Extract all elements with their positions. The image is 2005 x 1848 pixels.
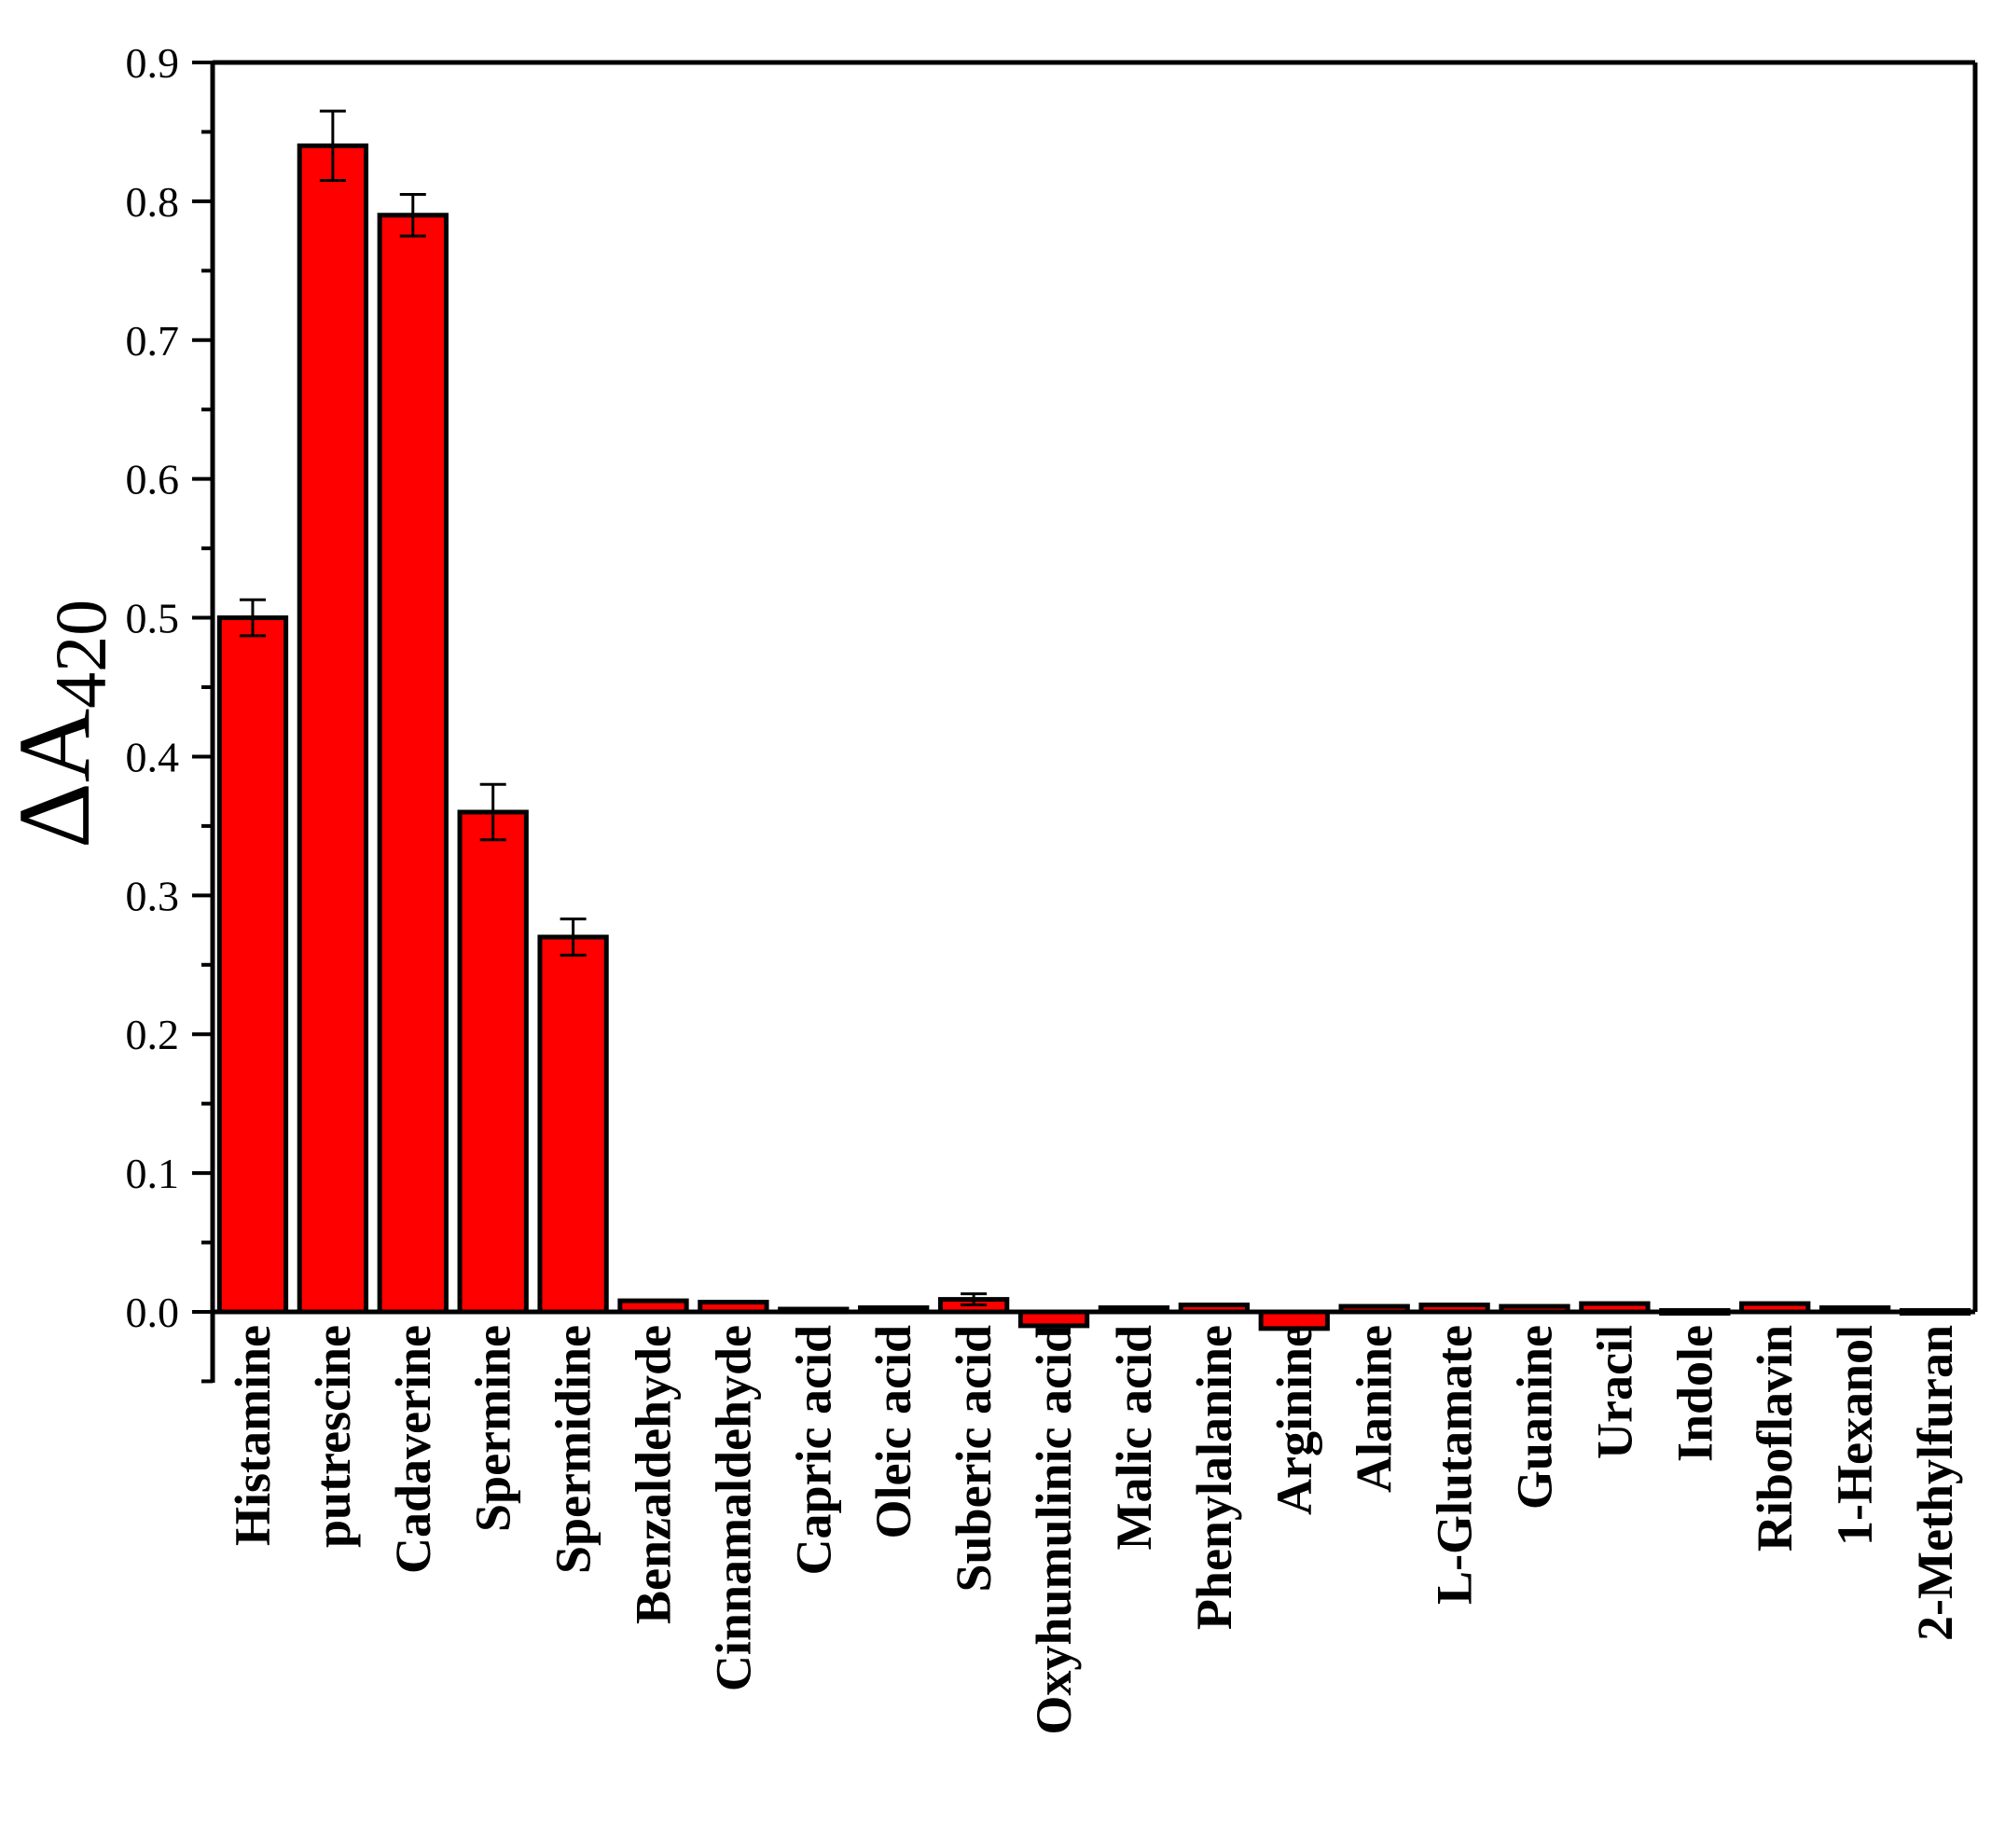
y-axis-label-subscript: 420 xyxy=(40,600,121,709)
bar-cadaverine xyxy=(377,213,449,1315)
bar-putrescine xyxy=(297,143,369,1315)
x-tick-label: Oxyhumulinic acid xyxy=(1026,1325,1082,1735)
y-axis-label: ΔA420 xyxy=(0,600,121,848)
x-tick-label: 2-Methylfuran xyxy=(1907,1325,1963,1641)
bar-spermidine xyxy=(537,934,609,1315)
x-tick-label: Spermine xyxy=(465,1325,521,1532)
bar-spermine xyxy=(457,809,529,1315)
x-tick-label: Riboflavin xyxy=(1747,1325,1803,1551)
x-tick-label: Cinnamaldehyde xyxy=(705,1325,761,1691)
x-tick-label: 1-Hexanol xyxy=(1827,1325,1883,1546)
y-tick-label: 0.7 xyxy=(126,317,180,365)
y-axis-label-main: ΔA xyxy=(0,709,111,848)
x-tick-label: Malic acid xyxy=(1106,1325,1162,1550)
y-tick-label: 0.2 xyxy=(126,1011,180,1058)
x-tick-label: Histamine xyxy=(225,1325,281,1546)
x-tick-label: L-Glutamate xyxy=(1427,1325,1483,1605)
error-bar xyxy=(399,192,426,238)
x-tick-label: Alanine xyxy=(1347,1325,1403,1493)
labels-layer: Histamine putrescine Cadaverine Spermine Spe… xyxy=(126,39,1964,1735)
y-tick-label: 0.8 xyxy=(126,178,180,226)
error-bar xyxy=(319,109,346,183)
x-tick-label: Phenylalanine xyxy=(1186,1325,1242,1630)
x-tick-label: Indole xyxy=(1666,1325,1722,1462)
bars-layer xyxy=(216,109,1971,1331)
y-tick-label: 0.3 xyxy=(126,872,180,919)
error-bar xyxy=(479,782,506,842)
y-tick-label: 0.5 xyxy=(126,595,180,642)
y-tick-label: 0.4 xyxy=(126,733,180,780)
x-tick-label: Suberic acid xyxy=(946,1325,1002,1593)
x-tick-label: Guanine xyxy=(1507,1325,1563,1510)
y-tick-label: 0.1 xyxy=(126,1150,180,1197)
bar-histamine xyxy=(216,615,289,1315)
error-bar xyxy=(961,1292,988,1307)
x-tick-label: Arginine xyxy=(1266,1325,1322,1515)
error-bar xyxy=(560,917,587,957)
x-tick-label: putrescine xyxy=(305,1325,361,1548)
x-tick-label: Oleic acid xyxy=(865,1325,921,1538)
x-tick-label: Uracil xyxy=(1586,1325,1642,1459)
error-bar xyxy=(239,598,266,638)
x-tick-label: Benzaldehyde xyxy=(626,1325,682,1624)
y-tick-label: 0.6 xyxy=(126,456,180,503)
y-tick-label: 0.9 xyxy=(126,39,180,87)
x-tick-label: Spermidine xyxy=(546,1325,602,1574)
axes-layer xyxy=(192,60,1978,1384)
y-tick-label: 0.0 xyxy=(126,1289,180,1336)
x-tick-label: Capric acid xyxy=(785,1325,841,1575)
x-tick-label: Cadaverine xyxy=(385,1325,441,1574)
